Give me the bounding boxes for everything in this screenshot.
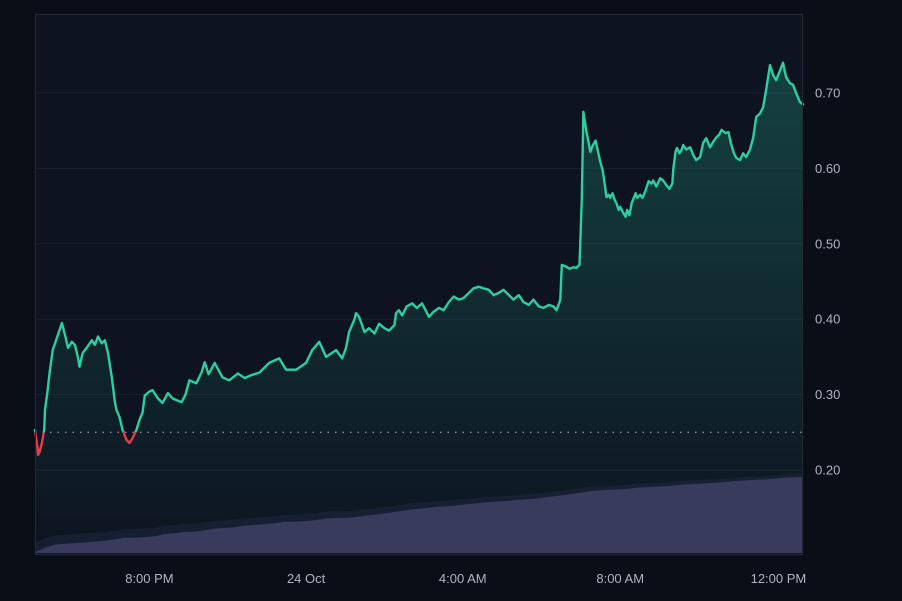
volume-area: [35, 477, 803, 553]
price-axis-scale[interactable]: 0.70 0.60 0.50 0.40 0.30 0.20: [815, 86, 840, 478]
plot-area-pan-overlay[interactable]: [35, 14, 803, 555]
price-line-group: [33, 61, 805, 457]
x-axis-tick-label: 8:00 PM: [125, 571, 173, 586]
y-axis-tick-label: 0.50: [815, 236, 840, 251]
plot-border: [35, 14, 803, 555]
x-axis-tick-label: 8:00 AM: [596, 571, 644, 586]
price-area-fill: [35, 62, 803, 556]
y-axis-tick-label: 0.20: [815, 463, 840, 478]
x-axis-tick-label: 24 Oct: [287, 571, 326, 586]
y-axis-tick-label: 0.40: [815, 312, 840, 327]
plot-border-group: [35, 14, 803, 555]
y-axis-tick-label: 0.60: [815, 161, 840, 176]
x-axis-tick-label: 12:00 PM: [751, 571, 807, 586]
x-axis-tick-label: 4:00 AM: [439, 571, 487, 586]
time-axis-scale[interactable]: 8:00 PM 24 Oct 4:00 AM 8:00 AM 12:00 PM: [125, 571, 806, 586]
area-fill-group: [35, 62, 803, 556]
price-line-above-baseline: [33, 61, 805, 433]
y-axis-tick-label: 0.70: [815, 86, 840, 101]
volume-group: [35, 474, 803, 553]
y-axis-tick-label: 0.30: [815, 387, 840, 402]
